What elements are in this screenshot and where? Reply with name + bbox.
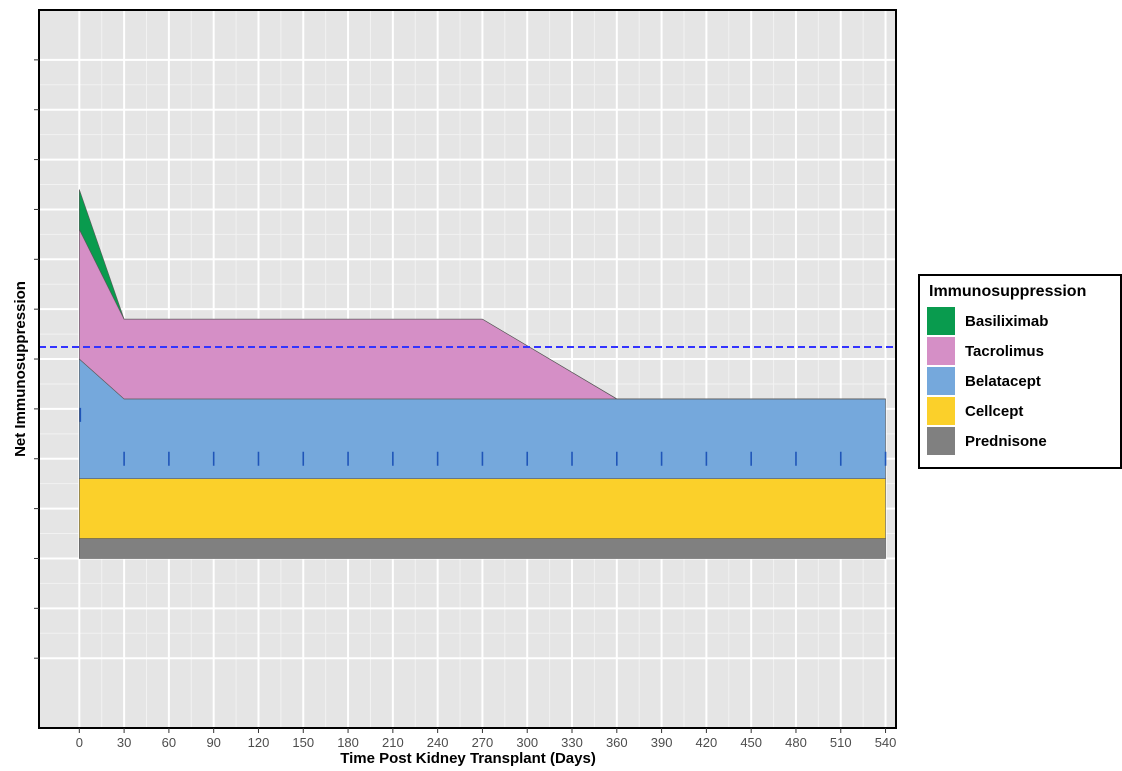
legend-label-belatacept: Belatacept: [965, 373, 1041, 390]
x-tick-label: 540: [875, 735, 897, 750]
area-prednisone: [79, 538, 886, 559]
x-tick-label: 450: [740, 735, 762, 750]
x-tick-label: 510: [830, 735, 852, 750]
legend-items: Basiliximab Tacrolimus Belatacept Cellcept P…: [927, 307, 1048, 455]
legend: Immunosuppression BasiliximabTacrolimusB…: [918, 274, 1122, 469]
x-tick-label: 0: [76, 735, 83, 750]
x-tick-label: 210: [382, 735, 404, 750]
x-tick-label: 420: [696, 735, 718, 750]
x-tick-label: 360: [606, 735, 628, 750]
y-axis-ticks: [34, 59, 39, 659]
x-tick-label: 60: [162, 735, 176, 750]
legend-label-tacrolimus: Tacrolimus: [965, 343, 1044, 360]
legend-swatch-prednisone: [927, 427, 955, 455]
x-axis-ticks: 0 30 60 90 120 150 180 210 240 270 300 330 360 390 420…: [76, 728, 897, 750]
dose-markers: [79, 407, 887, 466]
legend-label-cellcept: Cellcept: [965, 403, 1023, 420]
legend-swatch-tacrolimus: [927, 337, 955, 365]
legend-swatch-belatacept: [927, 367, 955, 395]
y-axis-title: Net Immunosuppression: [12, 281, 29, 457]
legend-swatch-cellcept: [927, 397, 955, 425]
x-tick-label: 240: [427, 735, 449, 750]
x-tick-label: 390: [651, 735, 673, 750]
legend-label-prednisone: Prednisone: [965, 433, 1047, 450]
x-tick-label: 300: [516, 735, 538, 750]
x-tick-label: 270: [472, 735, 494, 750]
plot-border: [38, 9, 897, 729]
area-basiliximab: [79, 189, 886, 400]
x-tick-label: 120: [248, 735, 270, 750]
legend-label-basiliximab: Basiliximab: [965, 313, 1048, 330]
x-tick-label: 180: [337, 735, 359, 750]
legend-title: Immunosuppression: [929, 283, 1086, 300]
x-tick-label: 150: [292, 735, 314, 750]
area-cellcept: [79, 478, 886, 539]
x-tick-label: 90: [206, 735, 220, 750]
x-tick-label: 480: [785, 735, 807, 750]
stacked-areas: [79, 189, 886, 559]
x-tick-label: 30: [117, 735, 131, 750]
x-tick-label: 330: [561, 735, 583, 750]
x-axis-title: Time Post Kidney Transplant (Days): [340, 750, 596, 767]
legend-swatch-basiliximab: [927, 307, 955, 335]
